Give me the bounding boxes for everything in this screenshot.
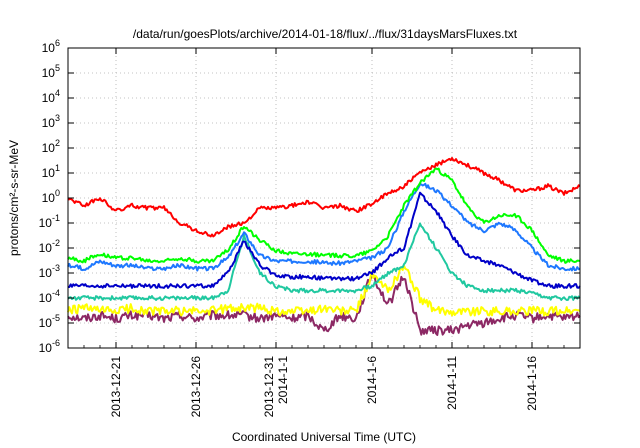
x-tick-label: 2013-12-31 [262,356,276,418]
y-tick-label: 10-5 [39,313,60,330]
ticks [67,47,581,349]
series-line [67,167,581,264]
y-tick-label: 102 [42,138,60,155]
x-axis-label: Coordinated Universal Time (UTC) [232,430,416,444]
series-line [68,191,581,289]
series-line [67,222,581,301]
x-tick-label: 2014-1-11 [445,356,459,410]
series-line [67,157,581,238]
x-tick-label: 2013-12-26 [189,356,203,418]
y-tick-labels: 10-6 10-5 10-4 10-3 10-2 10-1 100 101 102 103 104 1… [39,38,60,355]
x-tick-label: 2014-1-16 [525,356,539,411]
series-layer [67,157,581,336]
x-tick-label: 2014-1-1 [276,356,290,404]
y-tick-label: 10-1 [39,213,60,230]
grid [68,48,580,348]
y-tick-label: 10-4 [39,288,60,305]
chart-title: /data/run/goesPlots/archive/2014-01-18/f… [133,27,518,41]
series-line [67,182,581,272]
y-tick-label: 10-6 [39,338,60,355]
y-tick-label: 103 [42,113,60,130]
x-tick-label: 2013-12-21 [109,356,123,418]
x-tick-labels: 2013-12-21 2013-12-26 2013-12-31 2014-1-1 20… [109,356,539,418]
y-tick-label: 104 [42,88,60,105]
y-axis-label: protons/cm²-s-sr-MeV [7,140,21,256]
y-tick-label: 101 [42,163,60,180]
y-tick-label: 105 [42,63,60,80]
y-tick-label: 100 [42,188,60,205]
y-tick-label: 10-3 [39,263,60,280]
x-tick-label: 2014-1-6 [365,356,379,404]
y-tick-label: 106 [42,38,60,55]
y-tick-label: 10-2 [39,238,60,255]
series-line [67,264,581,317]
